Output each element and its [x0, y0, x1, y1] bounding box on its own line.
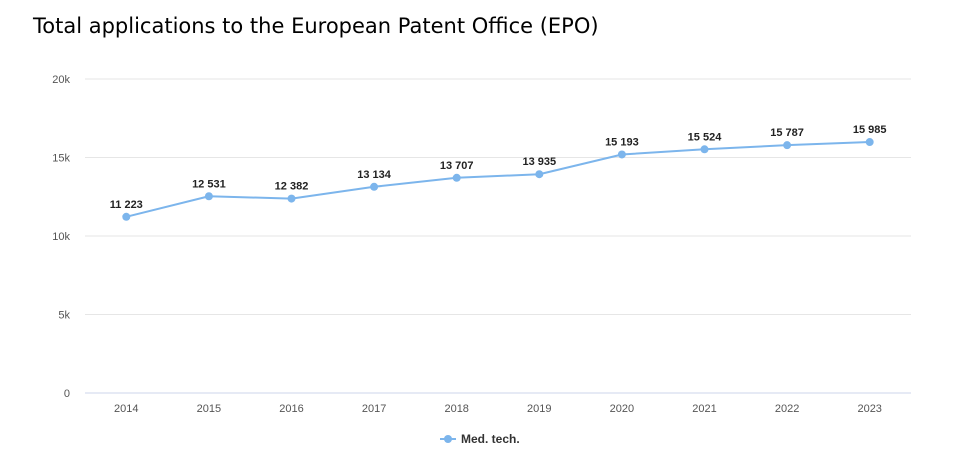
- data-point[interactable]: [370, 182, 379, 191]
- x-tick-label: 2022: [775, 403, 799, 415]
- data-label: 15 193: [605, 136, 639, 148]
- data-label: 15 524: [688, 131, 723, 143]
- x-tick-label: 2021: [692, 403, 716, 415]
- x-tick-label: 2023: [857, 403, 881, 415]
- data-point[interactable]: [865, 138, 874, 147]
- data-label: 13 707: [440, 160, 474, 172]
- data-label: 12 531: [192, 178, 226, 190]
- y-tick-label: 10k: [52, 231, 70, 243]
- x-tick-label: 2020: [610, 403, 634, 415]
- x-tick-label: 2014: [114, 403, 138, 415]
- data-label: 12 382: [275, 181, 309, 193]
- y-tick-label: 0: [64, 388, 70, 400]
- legend-item-label[interactable]: Med. tech.: [461, 432, 520, 446]
- data-point[interactable]: [783, 141, 792, 150]
- y-tick-label: 5k: [58, 310, 70, 322]
- legend[interactable]: Med. tech.: [440, 432, 520, 446]
- data-point[interactable]: [204, 192, 213, 201]
- series-line: [126, 141, 870, 218]
- data-point[interactable]: [452, 173, 461, 182]
- chart-title: Total applications to the European Paten…: [33, 14, 599, 38]
- x-axis: 2014 2015 2016 2017 2018 2019 2020 2021 2022 2023: [114, 403, 882, 415]
- x-tick-label: 2017: [362, 403, 386, 415]
- x-tick-label: 2019: [527, 403, 551, 415]
- data-point[interactable]: [617, 150, 626, 159]
- data-label: 15 787: [770, 127, 804, 139]
- series-med-tech[interactable]: [122, 138, 874, 221]
- legend-marker-icon: [444, 435, 452, 443]
- grid-lines: [85, 78, 911, 394]
- data-point[interactable]: [287, 194, 296, 203]
- y-tick-label: 20k: [52, 74, 70, 86]
- y-tick-label: 15k: [52, 153, 70, 165]
- data-point[interactable]: [700, 145, 709, 154]
- data-point[interactable]: [122, 212, 131, 221]
- y-axis: 0 5k 10k 15k 20k: [52, 74, 70, 400]
- x-tick-label: 2015: [197, 403, 221, 415]
- x-tick-label: 2018: [444, 403, 468, 415]
- data-label: 15 985: [853, 124, 887, 136]
- data-label: 13 134: [357, 169, 392, 181]
- data-label: 13 935: [522, 156, 556, 168]
- data-labels: 11 223 12 531 12 382 13 134 13 707 13 935 15 1…: [110, 124, 887, 211]
- x-tick-label: 2016: [279, 403, 303, 415]
- data-label: 11 223: [110, 199, 143, 211]
- data-point[interactable]: [535, 170, 544, 179]
